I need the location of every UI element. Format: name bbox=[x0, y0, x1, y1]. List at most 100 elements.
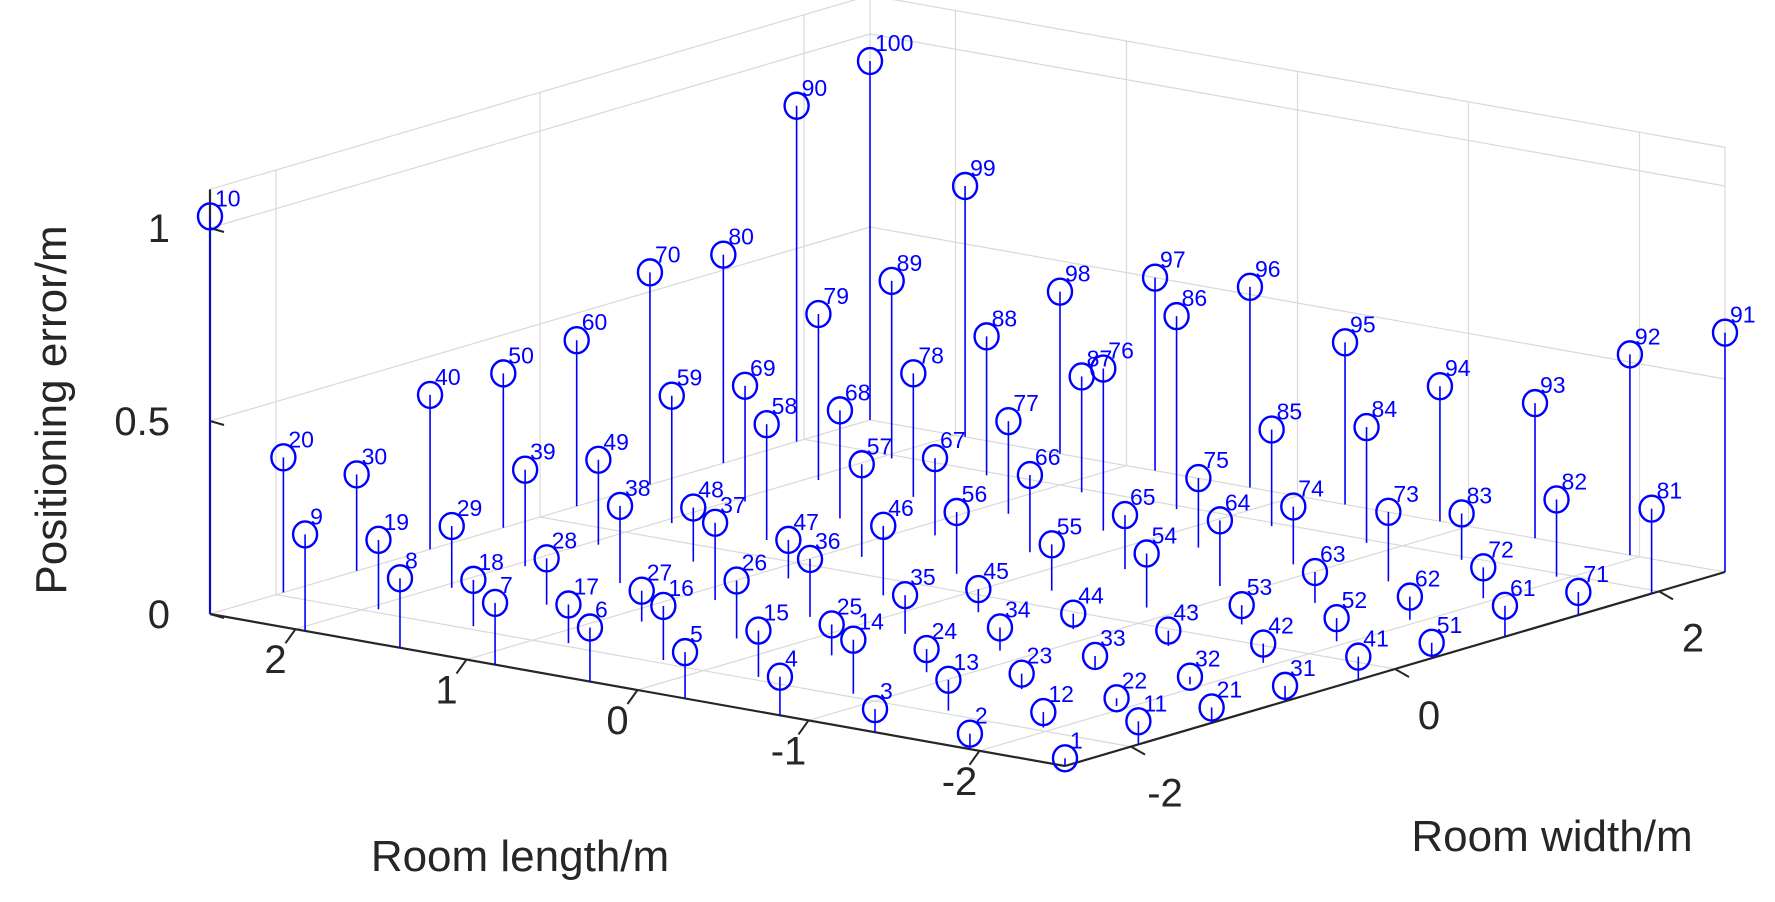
point-label-21: 21 bbox=[1217, 676, 1243, 702]
marker-77 bbox=[995, 406, 1022, 436]
point-label-5: 5 bbox=[690, 621, 703, 647]
point-label-66: 66 bbox=[1035, 444, 1061, 470]
point-label-69: 69 bbox=[750, 355, 776, 381]
marker-20 bbox=[270, 443, 297, 472]
marker-17 bbox=[555, 590, 582, 619]
point-label-24: 24 bbox=[932, 618, 958, 644]
marker-19 bbox=[365, 525, 392, 555]
point-label-82: 82 bbox=[1562, 468, 1588, 494]
marker-75 bbox=[1185, 463, 1212, 493]
point-label-62: 62 bbox=[1415, 566, 1441, 592]
point-label-45: 45 bbox=[983, 558, 1009, 584]
x-tick-label: -1 bbox=[771, 729, 807, 773]
marker-22 bbox=[1103, 684, 1130, 713]
floor-grid-line bbox=[275, 594, 1132, 748]
point-label-43: 43 bbox=[1173, 600, 1199, 626]
z-tick-mark bbox=[209, 613, 225, 619]
marker-69 bbox=[731, 371, 759, 400]
point-label-60: 60 bbox=[582, 309, 608, 335]
point-label-35: 35 bbox=[910, 564, 936, 590]
marker-68 bbox=[826, 396, 854, 425]
box-edge bbox=[892, 0, 1726, 148]
point-label-42: 42 bbox=[1268, 613, 1294, 639]
marker-80 bbox=[710, 240, 737, 269]
marker-73 bbox=[1375, 497, 1402, 527]
point-label-3: 3 bbox=[880, 678, 893, 704]
marker-76 bbox=[1090, 354, 1117, 383]
marker-39 bbox=[511, 455, 539, 484]
marker-92 bbox=[1616, 340, 1644, 369]
marker-79 bbox=[805, 299, 832, 329]
point-label-15: 15 bbox=[763, 600, 789, 626]
point-label-71: 71 bbox=[1583, 561, 1609, 587]
marker-41 bbox=[1345, 642, 1372, 671]
marker-86 bbox=[1163, 301, 1190, 331]
point-label-40: 40 bbox=[435, 364, 461, 390]
y-tick-mark bbox=[1394, 668, 1410, 678]
point-label-8: 8 bbox=[405, 547, 418, 573]
marker-37 bbox=[701, 508, 729, 537]
point-label-55: 55 bbox=[1057, 513, 1083, 539]
marker-11 bbox=[1125, 707, 1152, 736]
marker-14 bbox=[840, 625, 867, 654]
marker-95 bbox=[1331, 328, 1359, 357]
markers bbox=[196, 46, 1739, 773]
marker-63 bbox=[1301, 557, 1329, 587]
point-label-25: 25 bbox=[837, 593, 863, 619]
x-tick-mark bbox=[626, 689, 639, 705]
point-label-4: 4 bbox=[785, 646, 798, 672]
marker-72 bbox=[1470, 553, 1497, 582]
marker-64 bbox=[1206, 506, 1234, 535]
marker-40 bbox=[416, 380, 444, 410]
point-label-23: 23 bbox=[1027, 643, 1053, 669]
point-label-44: 44 bbox=[1078, 583, 1104, 609]
point-label-1: 1 bbox=[1070, 727, 1083, 753]
marker-78 bbox=[900, 359, 927, 388]
marker-27 bbox=[628, 576, 655, 605]
marker-70 bbox=[636, 258, 664, 287]
marker-56 bbox=[943, 497, 970, 527]
marker-61 bbox=[1491, 591, 1519, 620]
point-label-19: 19 bbox=[383, 509, 409, 535]
point-label-96: 96 bbox=[1255, 256, 1281, 282]
marker-50 bbox=[490, 359, 517, 388]
marker-25 bbox=[818, 610, 845, 639]
marker-18 bbox=[460, 565, 487, 595]
point-label-70: 70 bbox=[655, 241, 681, 267]
z-tick-label: 1 bbox=[148, 207, 170, 251]
marker-71 bbox=[1565, 577, 1592, 607]
marker-57 bbox=[848, 450, 875, 479]
point-label-93: 93 bbox=[1540, 372, 1566, 398]
marker-93 bbox=[1521, 388, 1549, 418]
z-tick-label: 0.5 bbox=[114, 400, 170, 444]
marker-38 bbox=[606, 491, 634, 521]
y-tick-label: -2 bbox=[1147, 772, 1183, 816]
left-wall-grid-line bbox=[209, 33, 871, 229]
marker-13 bbox=[935, 665, 962, 694]
marker-3 bbox=[861, 694, 889, 724]
x-tick-mark bbox=[797, 719, 810, 735]
marker-8 bbox=[386, 564, 414, 593]
point-label-87: 87 bbox=[1087, 345, 1113, 371]
marker-44 bbox=[1060, 599, 1087, 628]
marker-33 bbox=[1081, 641, 1109, 671]
marker-36 bbox=[796, 544, 824, 574]
marker-31 bbox=[1271, 671, 1299, 701]
point-label-12: 12 bbox=[1048, 681, 1074, 707]
point-label-30: 30 bbox=[362, 443, 388, 469]
point-label-61: 61 bbox=[1510, 575, 1536, 601]
point-label-16: 16 bbox=[668, 575, 694, 601]
point-label-78: 78 bbox=[918, 342, 944, 368]
point-label-90: 90 bbox=[802, 75, 828, 101]
point-label-32: 32 bbox=[1195, 646, 1221, 672]
point-label-86: 86 bbox=[1182, 285, 1208, 311]
point-label-34: 34 bbox=[1005, 596, 1031, 622]
point-label-72: 72 bbox=[1488, 536, 1514, 562]
point-label-6: 6 bbox=[595, 597, 608, 623]
marker-58 bbox=[753, 409, 780, 439]
point-label-31: 31 bbox=[1290, 655, 1316, 681]
marker-10 bbox=[196, 202, 224, 231]
marker-42 bbox=[1250, 629, 1277, 658]
point-label-54: 54 bbox=[1152, 522, 1178, 548]
